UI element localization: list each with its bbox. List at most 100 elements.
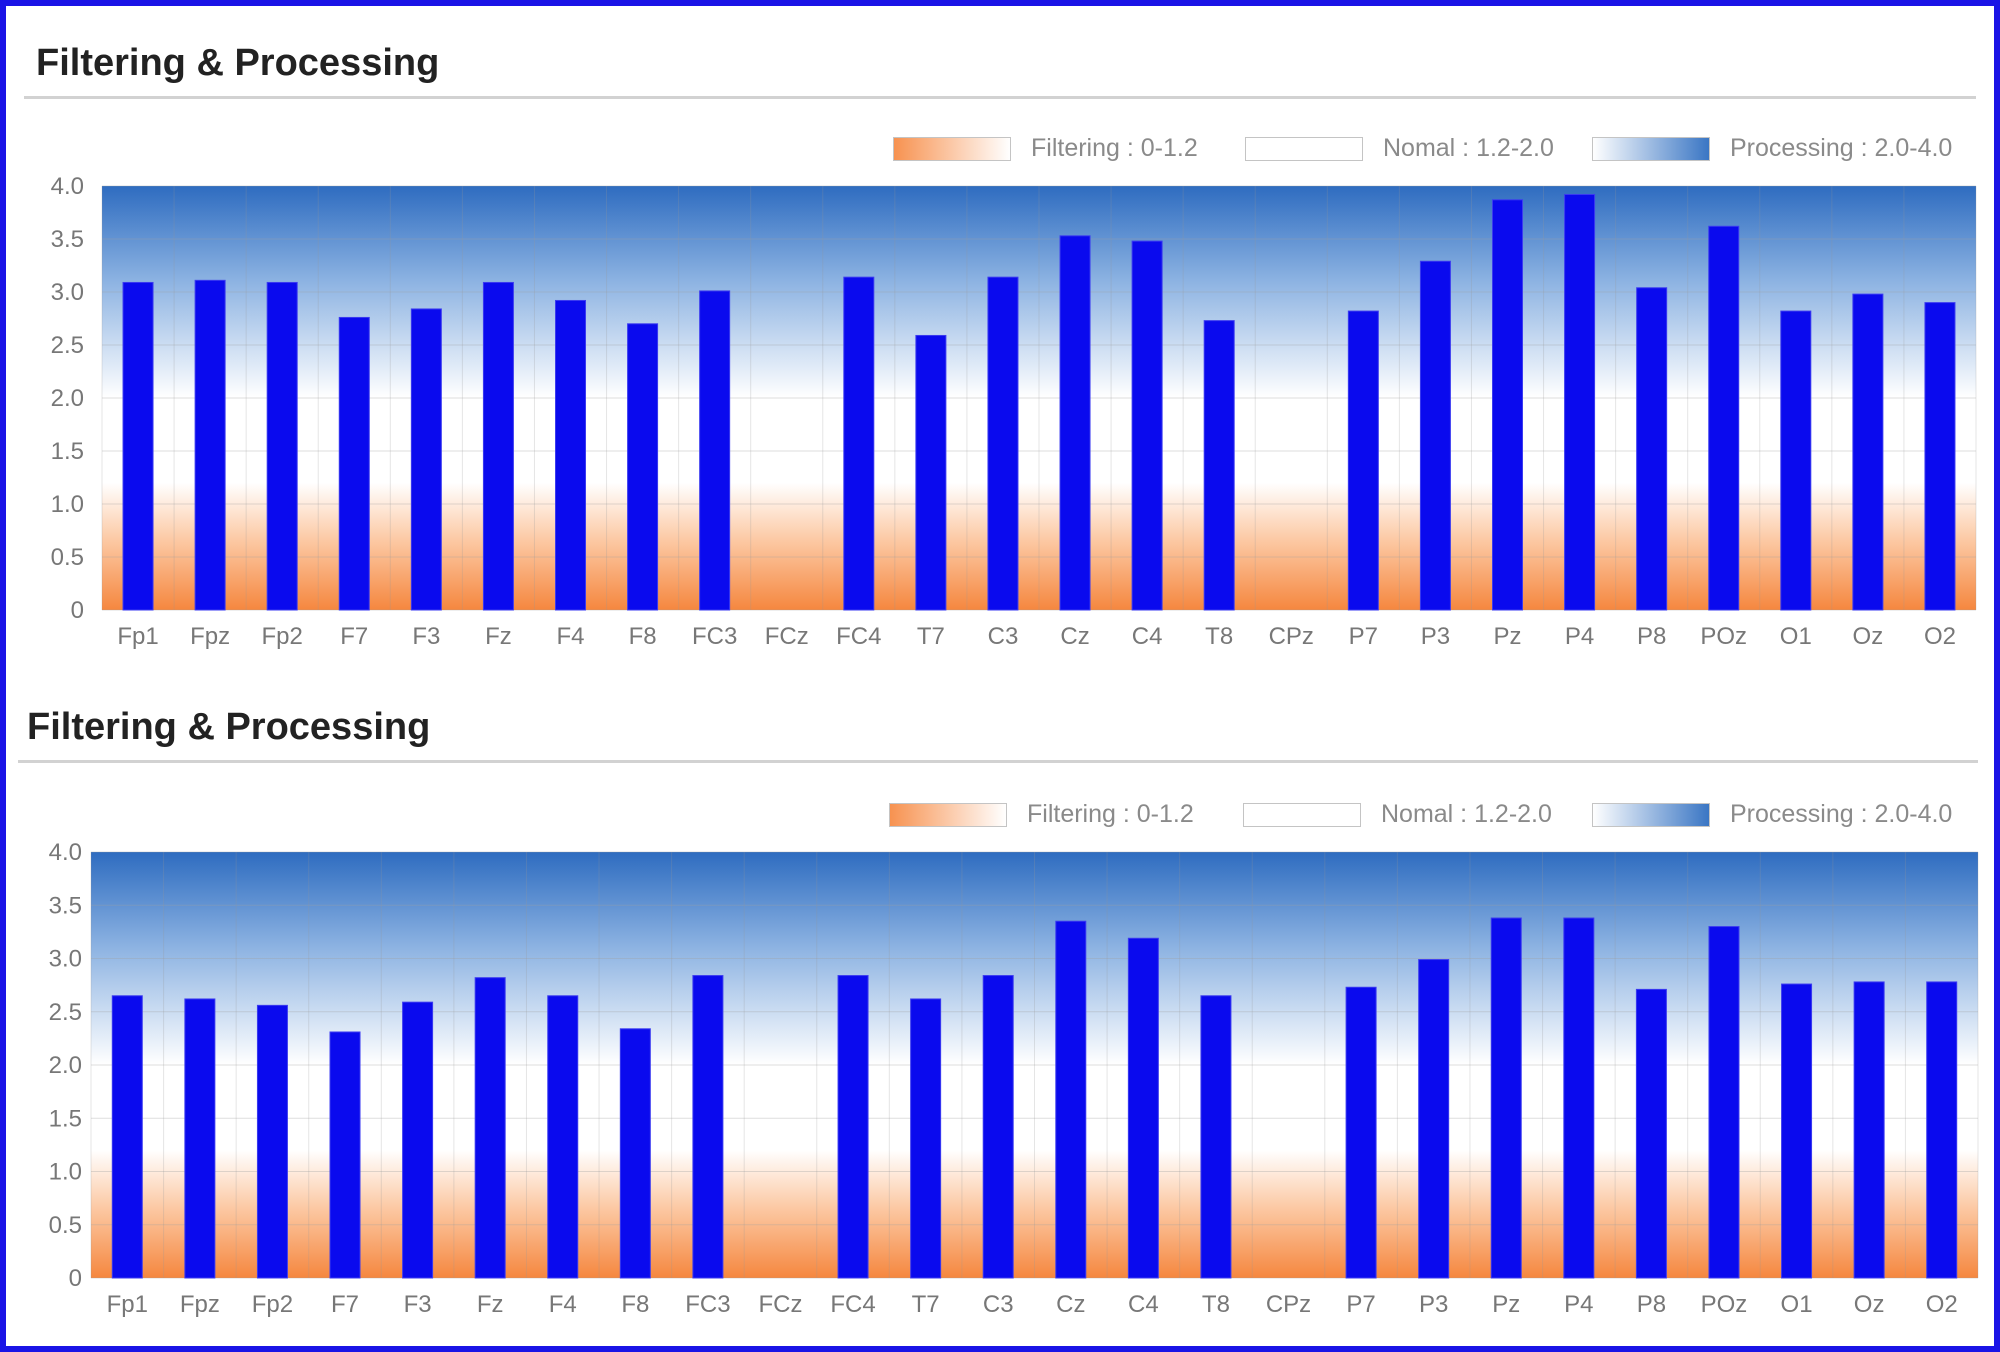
x-tick-label-fc4: FC4 [836, 623, 881, 650]
bar-c3 [987, 276, 1019, 611]
x-tick-label-oz: Oz [1854, 1291, 1885, 1318]
legend-swatch-normal [1245, 136, 1363, 161]
y-tick-label: 0 [71, 597, 84, 624]
legend-swatch-processing [1592, 136, 1710, 161]
x-tick-label-p7: P7 [1349, 623, 1378, 650]
bar-p4 [1564, 193, 1596, 611]
bar-poz [1708, 225, 1740, 611]
bar-fpz [194, 279, 226, 611]
x-tick-label-p7: P7 [1346, 1291, 1375, 1318]
legend-label-filtering: Filtering : 0-1.2 [1031, 134, 1198, 162]
bar-p3 [1419, 260, 1451, 611]
chart-2-title-divider [18, 760, 1978, 763]
legend-label-normal: Nomal : 1.2-2.0 [1383, 134, 1554, 162]
x-tick-label-p8: P8 [1637, 1291, 1666, 1318]
bar-fc4 [837, 975, 869, 1279]
chart-2-title: Filtering & Processing [27, 706, 431, 748]
bar-oz [1853, 981, 1885, 1279]
bar-o2 [1924, 302, 1956, 611]
bar-t8 [1203, 320, 1235, 611]
x-tick-label-o1: O1 [1780, 623, 1812, 650]
y-tick-label: 3.5 [51, 226, 84, 253]
bar-o1 [1781, 983, 1813, 1279]
x-tick-label-cpz: CPz [1269, 623, 1314, 650]
x-tick-label-fcz: FCz [758, 1291, 802, 1318]
bar-c3 [982, 975, 1014, 1279]
x-tick-label-fc3: FC3 [685, 1291, 730, 1318]
bar-p3 [1418, 959, 1450, 1279]
chart-1-title-divider [24, 96, 1976, 99]
x-tick-label-p8: P8 [1637, 623, 1666, 650]
y-tick-label: 2.5 [51, 332, 84, 359]
x-tick-label-f4: F4 [549, 1291, 577, 1318]
bar-c4 [1131, 240, 1163, 611]
chart-1-legend-filtering: Filtering : 0-1.2 [893, 134, 1198, 163]
chart-1-legend-normal: Nomal : 1.2-2.0 [1245, 134, 1554, 163]
x-tick-label-f3: F3 [412, 623, 440, 650]
bar-f7 [338, 316, 370, 611]
y-tick-label: 3.0 [51, 279, 84, 306]
legend-label-filtering: Filtering : 0-1.2 [1027, 800, 1194, 828]
chart-2-legend-normal: Nomal : 1.2-2.0 [1243, 800, 1552, 829]
x-tick-label-t8: T8 [1205, 623, 1233, 650]
x-tick-label-c3: C3 [983, 1291, 1014, 1318]
x-tick-label-pz: Pz [1492, 1291, 1520, 1318]
bar-c4 [1127, 937, 1159, 1279]
legend-label-normal: Nomal : 1.2-2.0 [1381, 800, 1552, 828]
bar-cz [1059, 235, 1091, 611]
y-tick-label: 0.5 [49, 1212, 82, 1239]
y-tick-label: 2.0 [49, 1052, 82, 1079]
x-tick-label-c3: C3 [988, 623, 1019, 650]
chart-1-legend-processing: Processing : 2.0-4.0 [1592, 134, 1952, 163]
bar-p7 [1345, 986, 1377, 1279]
y-tick-label: 4.0 [51, 173, 84, 200]
x-tick-label-t7: T7 [917, 623, 945, 650]
x-tick-label-f3: F3 [404, 1291, 432, 1318]
chart-1-bar-chart: 0 0.5 1.0 1.5 2.0 2.5 3.0 3.5 4.0 Fp1 Fpz Fp2 F7 F3 Fz… [51, 173, 1977, 650]
y-tick-label: 1.0 [51, 491, 84, 518]
bar-fpz [184, 998, 216, 1279]
x-tick-label-fp2: Fp2 [252, 1291, 293, 1318]
y-tick-label: 1.5 [51, 438, 84, 465]
bar-t7 [910, 998, 942, 1279]
x-tick-label-f8: F8 [629, 623, 657, 650]
y-tick-label: 1.5 [49, 1105, 82, 1132]
bar-p8 [1636, 287, 1668, 611]
bar-f3 [402, 1001, 434, 1279]
y-tick-label: 2.5 [49, 999, 82, 1026]
x-tick-label-fpz: Fpz [180, 1291, 220, 1318]
x-tick-label-oz: Oz [1853, 623, 1884, 650]
x-tick-label-o2: O2 [1924, 623, 1956, 650]
x-tick-label-fpz: Fpz [190, 623, 230, 650]
bar-fp2 [266, 281, 298, 611]
legend-swatch-processing [1592, 802, 1710, 827]
bar-pz [1492, 199, 1523, 611]
x-tick-label-fp1: Fp1 [117, 623, 158, 650]
y-tick-label: 0 [69, 1265, 82, 1292]
x-tick-label-o1: O1 [1781, 1291, 1813, 1318]
y-tick-label: 3.0 [49, 946, 82, 973]
legend-label-processing: Processing : 2.0-4.0 [1730, 134, 1953, 162]
x-tick-label-poz: POz [1700, 623, 1747, 650]
bar-fp1 [111, 995, 143, 1279]
bar-f8 [619, 1028, 651, 1279]
x-tick-label-t8: T8 [1202, 1291, 1230, 1318]
x-tick-label-f4: F4 [556, 623, 584, 650]
x-tick-label-fz: Fz [477, 1291, 504, 1318]
bar-p4 [1563, 917, 1595, 1279]
bar-fc3 [692, 975, 724, 1279]
x-tick-label-fc3: FC3 [692, 623, 737, 650]
x-tick-label-t7: T7 [912, 1291, 940, 1318]
bar-o2 [1926, 981, 1958, 1279]
x-tick-label-c4: C4 [1128, 1291, 1159, 1318]
x-tick-label-f7: F7 [331, 1291, 359, 1318]
x-tick-label-fz: Fz [485, 623, 512, 650]
legend-swatch-normal [1243, 802, 1361, 827]
bar-fc4 [843, 276, 875, 611]
x-tick-label-fcz: FCz [765, 623, 809, 650]
x-tick-label-fp2: Fp2 [262, 623, 303, 650]
bar-f3 [410, 308, 442, 611]
x-tick-label-fp1: Fp1 [107, 1291, 148, 1318]
x-tick-label-o2: O2 [1926, 1291, 1958, 1318]
